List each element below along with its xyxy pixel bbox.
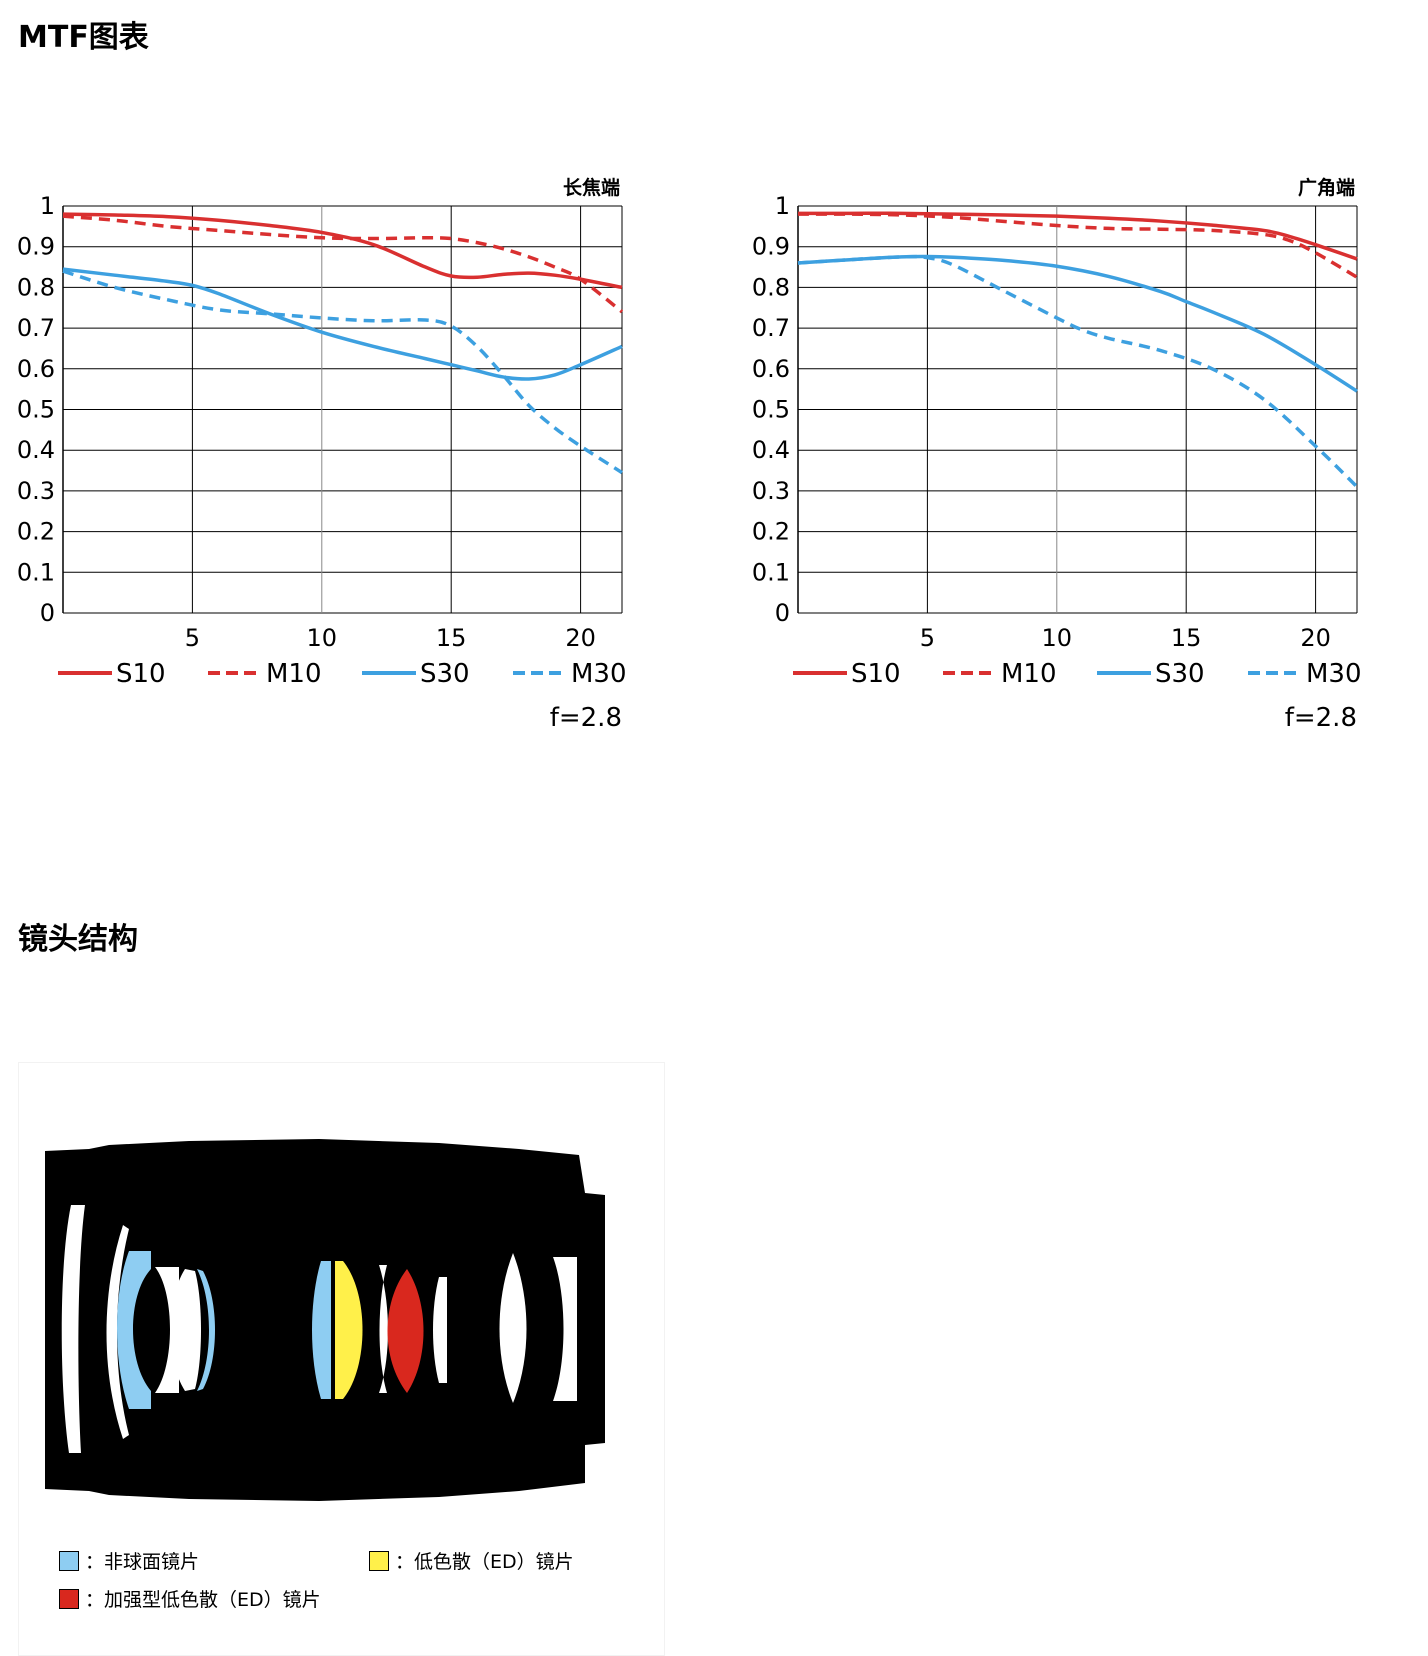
x-tick-label: 5 <box>920 624 935 652</box>
legend-label-s10: S10 <box>851 659 901 689</box>
y-tick-label: 0.3 <box>17 477 55 505</box>
lens-super-ed <box>387 1269 424 1393</box>
mtf-chart-wide-svg: 00.10.20.30.40.50.60.70.80.915 10 15 20广角端S… <box>752 176 1362 733</box>
mtf-section-title: MTF图表 <box>18 20 149 55</box>
y-tick-label: 0 <box>40 599 55 627</box>
legend-super-ed-label: ：加强型低色散（ED）镜片 <box>85 1589 321 1611</box>
mtf-chart-telephoto: 0 0.1 0.2 0.3 0.4 0.5 0.6 0.7 0.8 0.9 1 5 10 15 20 长焦端 S… <box>0 170 680 750</box>
lens-element-5 <box>379 1265 388 1393</box>
super-ed-swatch <box>59 1588 79 1609</box>
lens-element-8 <box>553 1257 577 1401</box>
lens-construction-panel: ：非球面镜片 ：低色散（ED）镜片 ：加强型低色散（ED）镜片 <box>18 1062 665 1656</box>
lens-element-1 <box>61 1205 85 1453</box>
y-tick-label: 0.4 <box>17 436 55 464</box>
aspherical-swatch <box>59 1550 79 1571</box>
y-tick-label: 1 <box>40 192 55 220</box>
y-tick-label: 0.4 <box>752 436 790 464</box>
lens-element-7 <box>499 1253 527 1403</box>
y-tick-label: 0.9 <box>752 233 790 261</box>
y-tick-label: 0.6 <box>752 355 790 383</box>
legend-label-s30: S30 <box>420 659 470 689</box>
lens-element-6 <box>433 1277 447 1383</box>
legend-label-m10: M10 <box>266 659 322 689</box>
lens-aspherical-2 <box>197 1269 215 1391</box>
series-line-s10 <box>62 212 623 290</box>
y-tick-label: 0.7 <box>752 314 790 342</box>
x-tick-label: 20 <box>1300 624 1331 652</box>
y-tick-label: 0.5 <box>17 396 55 424</box>
chart-title: 长焦端 <box>563 176 620 199</box>
x-tick-label: 10 <box>307 624 338 652</box>
lens-element-3 <box>155 1267 179 1393</box>
y-tick-label: 0.7 <box>17 314 55 342</box>
aperture-note: f=2.8 <box>1285 703 1357 733</box>
legend-label-m10: M10 <box>1001 659 1057 689</box>
lens-diagram <box>45 1139 605 1501</box>
lens-aspherical-3 <box>312 1261 331 1399</box>
lens-element-4 <box>170 1269 201 1391</box>
x-tick-label: 15 <box>1171 624 1202 652</box>
legend-aspherical: ：非球面镜片 <box>59 1547 199 1574</box>
y-tick-label: 0.2 <box>17 518 55 546</box>
x-tick-label: 5 <box>185 624 200 652</box>
legend-label-m30: M30 <box>571 659 627 689</box>
y-tick-label: 0.2 <box>752 518 790 546</box>
legend-aspherical-label: ：非球面镜片 <box>85 1551 200 1573</box>
legend-super-ed: ：加强型低色散（ED）镜片 <box>59 1585 321 1612</box>
y-tick-label: 0 <box>775 599 790 627</box>
y-tick-label: 0.8 <box>17 273 55 301</box>
legend-ed: ：低色散（ED）镜片 <box>369 1547 574 1574</box>
legend-label-s10: S10 <box>116 659 166 689</box>
x-tick-label: 10 <box>1042 624 1073 652</box>
series-line-m30 <box>62 269 623 475</box>
series-line-m30 <box>797 254 1359 489</box>
x-tick-label: 20 <box>565 624 596 652</box>
lens-section-title: 镜头结构 <box>18 922 138 957</box>
series-line-m10 <box>62 214 624 314</box>
y-tick-label: 0.5 <box>752 396 790 424</box>
y-tick-label: 0.9 <box>17 233 55 261</box>
lens-ed <box>335 1261 363 1399</box>
y-tick-label: 0.3 <box>752 477 790 505</box>
y-tick-label: 0.6 <box>17 355 55 383</box>
series-line-m10 <box>797 212 1358 279</box>
aperture-note: f=2.8 <box>550 703 622 733</box>
series-line-s30 <box>797 254 1358 393</box>
mtf-chart-wide: 0 0.1 0.2 0.3 0.4 0.5 0.6 0.7 0.8 0.9 1 5 10 15 20 广角端 S… <box>735 170 1415 750</box>
ed-swatch <box>369 1550 389 1571</box>
x-tick-label: 15 <box>436 624 467 652</box>
mtf-chart-telephoto-svg: 00.10.20.30.40.50.60.70.80.915 10 15 20长焦端S… <box>17 176 627 733</box>
y-tick-label: 0.1 <box>17 558 55 586</box>
lens-element-2 <box>106 1225 129 1439</box>
series-line-s10 <box>797 211 1358 261</box>
legend-ed-label: ：低色散（ED）镜片 <box>395 1551 574 1573</box>
y-tick-label: 1 <box>775 192 790 220</box>
chart-title: 广角端 <box>1298 176 1355 199</box>
series-line-s30 <box>62 267 623 381</box>
legend-label-m30: M30 <box>1306 659 1362 689</box>
y-tick-label: 0.1 <box>752 558 790 586</box>
y-tick-label: 0.8 <box>752 273 790 301</box>
legend-label-s30: S30 <box>1155 659 1205 689</box>
lens-aspherical-1 <box>117 1251 151 1409</box>
